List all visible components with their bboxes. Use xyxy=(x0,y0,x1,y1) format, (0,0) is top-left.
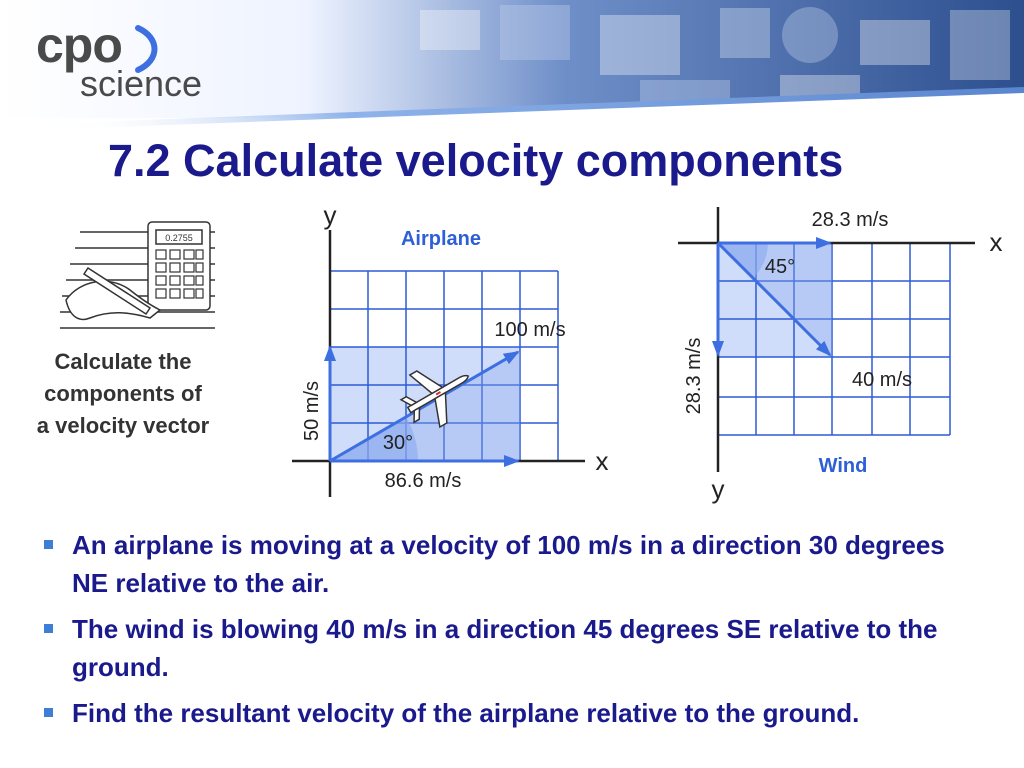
illustration-caption: Calculate the components of a velocity v… xyxy=(10,346,236,442)
wind-diagram: Wind x y 28.3 m/s 28.3 m/s 40 m/s 45° xyxy=(678,207,1003,504)
airplane-icon xyxy=(399,370,469,429)
logo-science-text: science xyxy=(80,63,203,104)
header-banner xyxy=(0,0,1024,135)
wind-y-axis-label: y xyxy=(712,474,725,504)
caption-line: a velocity vector xyxy=(36,413,210,438)
bullet-item: An airplane is moving at a velocity of 1… xyxy=(44,526,974,602)
bullet-square-icon xyxy=(44,708,53,717)
airplane-diagram: Airplane y x 100 m/s 86.6 m/s 50 m/s 30° xyxy=(292,200,609,497)
airplane-velocity-label: 100 m/s xyxy=(494,319,565,341)
airplane-title: Airplane xyxy=(401,228,481,250)
airplane-y-axis-label: y xyxy=(324,200,337,230)
wind-title: Wind xyxy=(819,455,868,477)
wind-x-axis-label: x xyxy=(990,227,1003,257)
wind-velocity-arrow xyxy=(716,241,832,357)
pencil-icon xyxy=(82,266,152,316)
wind-grid xyxy=(718,242,951,436)
bullet-list: An airplane is moving at a velocity of 1… xyxy=(44,526,974,740)
airplane-x-component-label: 86.6 m/s xyxy=(385,470,462,492)
logo-swoosh-icon xyxy=(135,25,158,73)
caption-line: components of xyxy=(44,381,202,406)
bullet-square-icon xyxy=(44,624,53,633)
wind-x-component-label: 28.3 m/s xyxy=(812,209,889,231)
bullet-square-icon xyxy=(44,540,53,549)
bullet-item: Find the resultant velocity of the airpl… xyxy=(44,694,974,732)
wind-angle-label: 45° xyxy=(765,256,795,278)
wind-y-component-label: 28.3 m/s xyxy=(683,338,705,415)
airplane-angle-label: 30° xyxy=(383,432,413,454)
page-title: 7.2 Calculate velocity components xyxy=(108,135,844,186)
calculator-hand-illustration: 0.2755 xyxy=(60,221,215,329)
caption-line: Calculate the xyxy=(54,349,192,374)
airplane-x-axis-label: x xyxy=(596,446,609,476)
wind-velocity-label: 40 m/s xyxy=(852,369,912,391)
airplane-y-component-label: 50 m/s xyxy=(301,381,323,441)
logo-cpo-text: cpo xyxy=(36,17,123,73)
wind-angle-arc xyxy=(718,243,768,278)
calculator-display: 0.2755 xyxy=(165,233,193,243)
bullet-text: The wind is blowing 40 m/s in a directio… xyxy=(72,614,938,682)
bullet-item: The wind is blowing 40 m/s in a directio… xyxy=(44,610,974,686)
bullet-text: An airplane is moving at a velocity of 1… xyxy=(72,530,945,598)
airplane-angle-arc xyxy=(330,417,418,461)
bullet-text: Find the resultant velocity of the airpl… xyxy=(72,698,860,728)
airplane-velocity-arrow xyxy=(329,350,520,463)
